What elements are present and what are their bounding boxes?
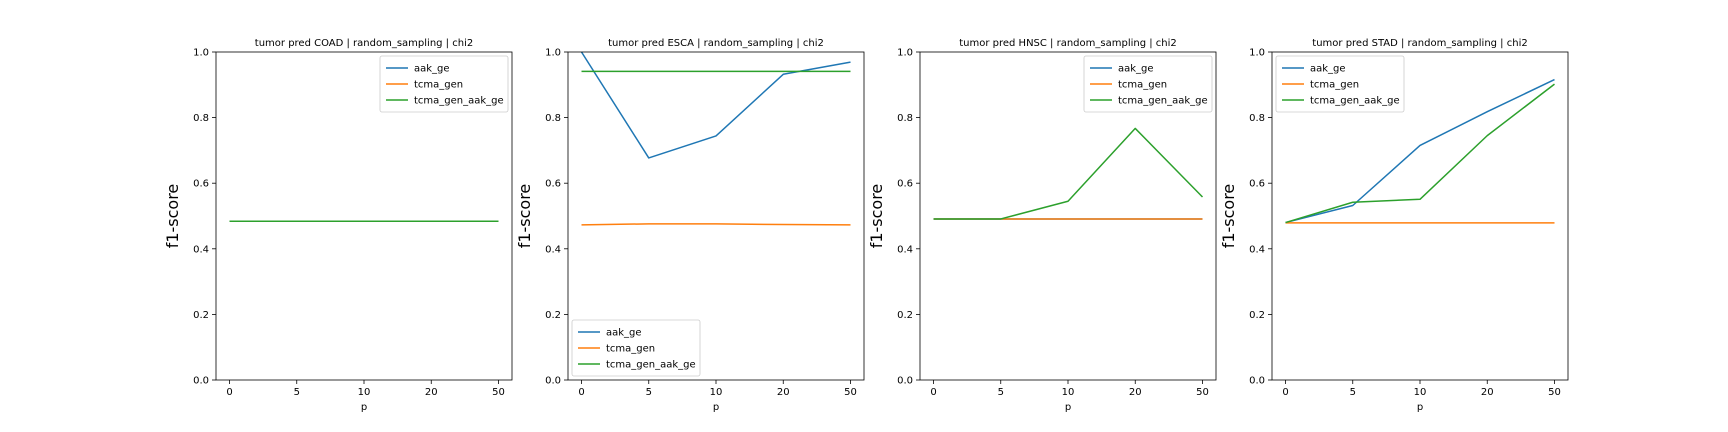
series-line-tcma_gen_aak_ge [1285,83,1555,224]
y-tick-label: 0.2 [193,310,209,321]
x-tick-label: 0 [226,387,232,398]
legend-label: tcma_gen_aak_ge [606,360,696,371]
series-line-aak_ge [580,51,851,159]
y-axis-label: f1-score [1219,184,1238,249]
y-tick-label: 0.6 [545,179,561,190]
x-tick-label: 5 [294,387,300,398]
series-line-aak_ge [1285,78,1555,224]
legend: aak_ge tcma_gen tcma_gen_aak_ge [571,319,701,377]
x-tick-label: 20 [1129,387,1142,398]
y-tick-label: 1.0 [897,48,913,59]
legend-box [1275,55,1405,113]
y-tick-label: 0.4 [1249,244,1265,255]
y-tick-label: 0.4 [545,244,561,255]
legend-label: tcma_gen_aak_ge [1310,96,1400,107]
x-axis-label: p [361,402,367,413]
x-tick-label: 50 [1196,387,1209,398]
x-axis-label: p [1065,402,1071,413]
y-tick-label: 1.0 [193,48,209,59]
y-tick-label: 0.2 [545,310,561,321]
chart-panel: tumor pred HNSC | random_sampling | chi2… [867,38,1217,413]
legend-label: tcma_gen_aak_ge [414,96,504,107]
chart-panel: tumor pred ESCA | random_sampling | chi2… [515,38,865,413]
chart-title: tumor pred STAD | random_sampling | chi2 [1312,38,1527,49]
x-tick-label: 10 [358,387,371,398]
x-axis-label: p [713,402,719,413]
x-tick-label: 10 [1062,387,1075,398]
y-tick-label: 0.0 [897,376,913,387]
y-tick-label: 0.6 [897,179,913,190]
legend-label: aak_ge [1310,64,1346,75]
x-tick-label: 5 [646,387,652,398]
legend-label: aak_ge [414,64,450,75]
legend-box [571,319,701,377]
x-tick-label: 50 [1548,387,1561,398]
y-axis-label: f1-score [515,184,534,249]
legend-label: tcma_gen [1310,80,1359,91]
series-line-tcma_gen_aak_ge [933,127,1204,220]
y-tick-label: 0.8 [545,113,561,124]
x-tick-label: 5 [998,387,1004,398]
legend: aak_ge tcma_gen tcma_gen_aak_ge [379,55,509,113]
legend-label: aak_ge [1118,64,1154,75]
legend: aak_ge tcma_gen tcma_gen_aak_ge [1275,55,1405,113]
legend-box [379,55,509,113]
x-tick-label: 10 [710,387,723,398]
x-tick-label: 10 [1414,387,1427,398]
legend-label: tcma_gen [606,344,655,355]
y-axis-label: f1-score [867,184,886,249]
y-tick-label: 0.4 [193,244,209,255]
legend-label: tcma_gen [414,80,463,91]
y-tick-label: 0.2 [897,310,913,321]
y-tick-label: 0.2 [1249,310,1265,321]
x-tick-label: 50 [844,387,857,398]
legend: aak_ge tcma_gen tcma_gen_aak_ge [1083,55,1213,113]
y-tick-label: 0.6 [1249,179,1265,190]
y-tick-label: 1.0 [1249,48,1265,59]
x-tick-label: 5 [1350,387,1356,398]
chart-title: tumor pred COAD | random_sampling | chi2 [255,38,473,49]
y-tick-label: 0.6 [193,179,209,190]
y-tick-label: 0.8 [1249,113,1265,124]
y-tick-label: 0.0 [1249,376,1265,387]
y-axis-label: f1-score [163,184,182,249]
y-tick-label: 0.0 [193,376,209,387]
legend-box [1083,55,1213,113]
chart-panel: tumor pred COAD | random_sampling | chi2… [163,38,513,413]
x-tick-label: 0 [1282,387,1288,398]
x-tick-label: 20 [777,387,790,398]
y-tick-label: 1.0 [545,48,561,59]
y-tick-label: 0.8 [193,113,209,124]
legend-label: aak_ge [606,328,642,339]
x-tick-label: 50 [492,387,505,398]
chart-panel: tumor pred STAD | random_sampling | chi2… [1219,38,1569,413]
chart-title: tumor pred ESCA | random_sampling | chi2 [608,38,824,49]
legend-label: tcma_gen_aak_ge [1118,96,1208,107]
series-line-tcma_gen [581,223,851,226]
y-tick-label: 0.0 [545,376,561,387]
x-tick-label: 0 [578,387,584,398]
x-tick-label: 20 [425,387,438,398]
legend-label: tcma_gen [1118,80,1167,91]
chart-title: tumor pred HNSC | random_sampling | chi2 [959,38,1177,49]
x-tick-label: 20 [1481,387,1494,398]
y-tick-label: 0.8 [897,113,913,124]
x-axis-label: p [1417,402,1423,413]
x-tick-label: 0 [930,387,936,398]
y-tick-label: 0.4 [897,244,913,255]
